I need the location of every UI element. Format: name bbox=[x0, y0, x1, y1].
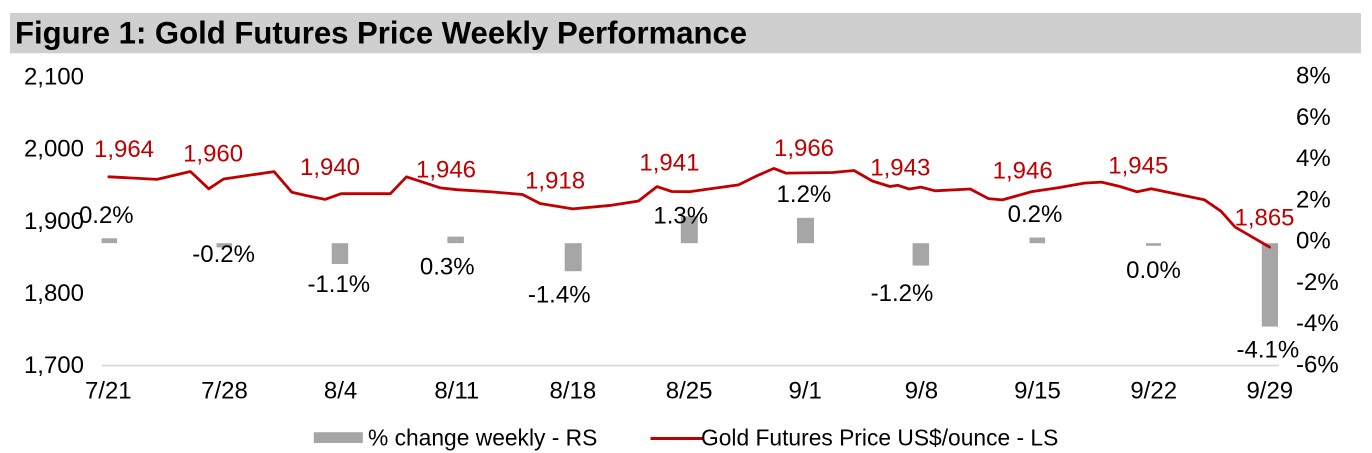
svg-text:0.3%: 0.3% bbox=[420, 254, 475, 281]
svg-text:1,918: 1,918 bbox=[525, 168, 585, 195]
svg-text:8/25: 8/25 bbox=[666, 377, 713, 404]
svg-text:9/8: 9/8 bbox=[905, 377, 938, 404]
svg-text:1,964: 1,964 bbox=[94, 136, 154, 163]
svg-text:1,865: 1,865 bbox=[1234, 205, 1294, 232]
svg-text:8/4: 8/4 bbox=[324, 377, 357, 404]
svg-text:1,900: 1,900 bbox=[24, 208, 84, 235]
svg-text:% change weekly - RS: % change weekly - RS bbox=[368, 425, 597, 451]
svg-text:7/28: 7/28 bbox=[201, 377, 248, 404]
svg-text:9/22: 9/22 bbox=[1130, 377, 1177, 404]
svg-text:1,945: 1,945 bbox=[1108, 152, 1168, 179]
svg-text:1,800: 1,800 bbox=[24, 280, 84, 307]
svg-text:-1.2%: -1.2% bbox=[871, 280, 934, 307]
svg-text:1,941: 1,941 bbox=[639, 149, 699, 176]
svg-text:Figure 1: Gold Futures Price W: Figure 1: Gold Futures Price Weekly Perf… bbox=[15, 16, 747, 51]
svg-text:8%: 8% bbox=[1296, 63, 1331, 90]
svg-text:6%: 6% bbox=[1296, 104, 1331, 131]
svg-text:8/18: 8/18 bbox=[550, 377, 597, 404]
svg-text:1,700: 1,700 bbox=[24, 352, 84, 379]
svg-text:9/29: 9/29 bbox=[1246, 377, 1293, 404]
svg-text:1,946: 1,946 bbox=[993, 158, 1053, 185]
svg-text:4%: 4% bbox=[1296, 145, 1331, 172]
svg-text:1,966: 1,966 bbox=[774, 135, 834, 162]
svg-text:-6%: -6% bbox=[1296, 351, 1339, 378]
svg-text:1,940: 1,940 bbox=[300, 154, 360, 181]
svg-text:Gold Futures Price US$/ounce -: Gold Futures Price US$/ounce - LS bbox=[701, 425, 1058, 451]
svg-text:2%: 2% bbox=[1296, 186, 1331, 213]
svg-text:-0.2%: -0.2% bbox=[192, 241, 255, 268]
svg-text:0%: 0% bbox=[1296, 228, 1331, 255]
svg-text:1.2%: 1.2% bbox=[777, 181, 832, 208]
svg-text:-4.1%: -4.1% bbox=[1237, 337, 1300, 364]
svg-text:9/1: 9/1 bbox=[789, 377, 822, 404]
svg-text:9/15: 9/15 bbox=[1014, 377, 1061, 404]
svg-text:-4%: -4% bbox=[1296, 310, 1339, 337]
svg-text:0.2%: 0.2% bbox=[79, 202, 134, 229]
svg-text:-1.1%: -1.1% bbox=[307, 271, 370, 298]
svg-text:1.3%: 1.3% bbox=[653, 202, 708, 229]
svg-text:8/11: 8/11 bbox=[434, 377, 479, 404]
svg-text:1,946: 1,946 bbox=[416, 156, 476, 183]
svg-text:0.2%: 0.2% bbox=[1008, 201, 1063, 228]
svg-text:-2%: -2% bbox=[1296, 269, 1339, 296]
svg-text:2,000: 2,000 bbox=[24, 136, 84, 163]
svg-text:0.0%: 0.0% bbox=[1126, 257, 1181, 284]
svg-text:1,943: 1,943 bbox=[870, 155, 930, 182]
svg-text:2,100: 2,100 bbox=[24, 63, 84, 90]
svg-text:7/21: 7/21 bbox=[85, 377, 132, 404]
svg-text:1,960: 1,960 bbox=[183, 141, 243, 168]
svg-text:-1.4%: -1.4% bbox=[528, 281, 591, 308]
